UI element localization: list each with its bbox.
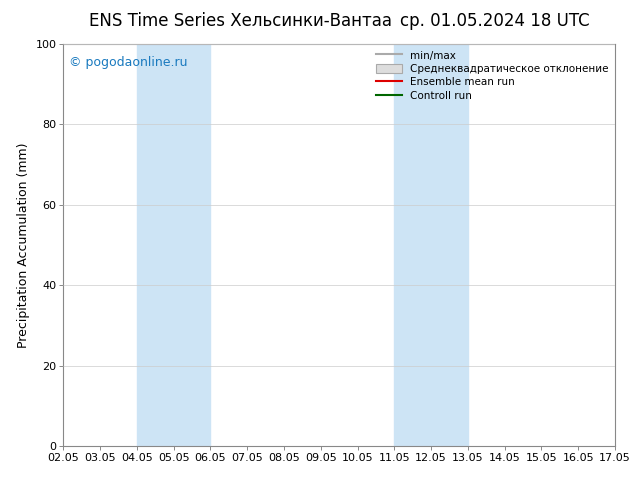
Text: ср. 01.05.2024 18 UTC: ср. 01.05.2024 18 UTC (399, 12, 590, 30)
Y-axis label: Precipitation Accumulation (mm): Precipitation Accumulation (mm) (17, 142, 30, 348)
Bar (137, 44, 210, 446)
Text: © pogodaonline.ru: © pogodaonline.ru (69, 56, 188, 69)
Text: ENS Time Series Хельсинки-Вантаа: ENS Time Series Хельсинки-Вантаа (89, 12, 392, 30)
Legend: min/max, Среднеквадратическое отклонение, Ensemble mean run, Controll run: min/max, Среднеквадратическое отклонение… (372, 46, 613, 105)
Bar (394, 44, 468, 446)
